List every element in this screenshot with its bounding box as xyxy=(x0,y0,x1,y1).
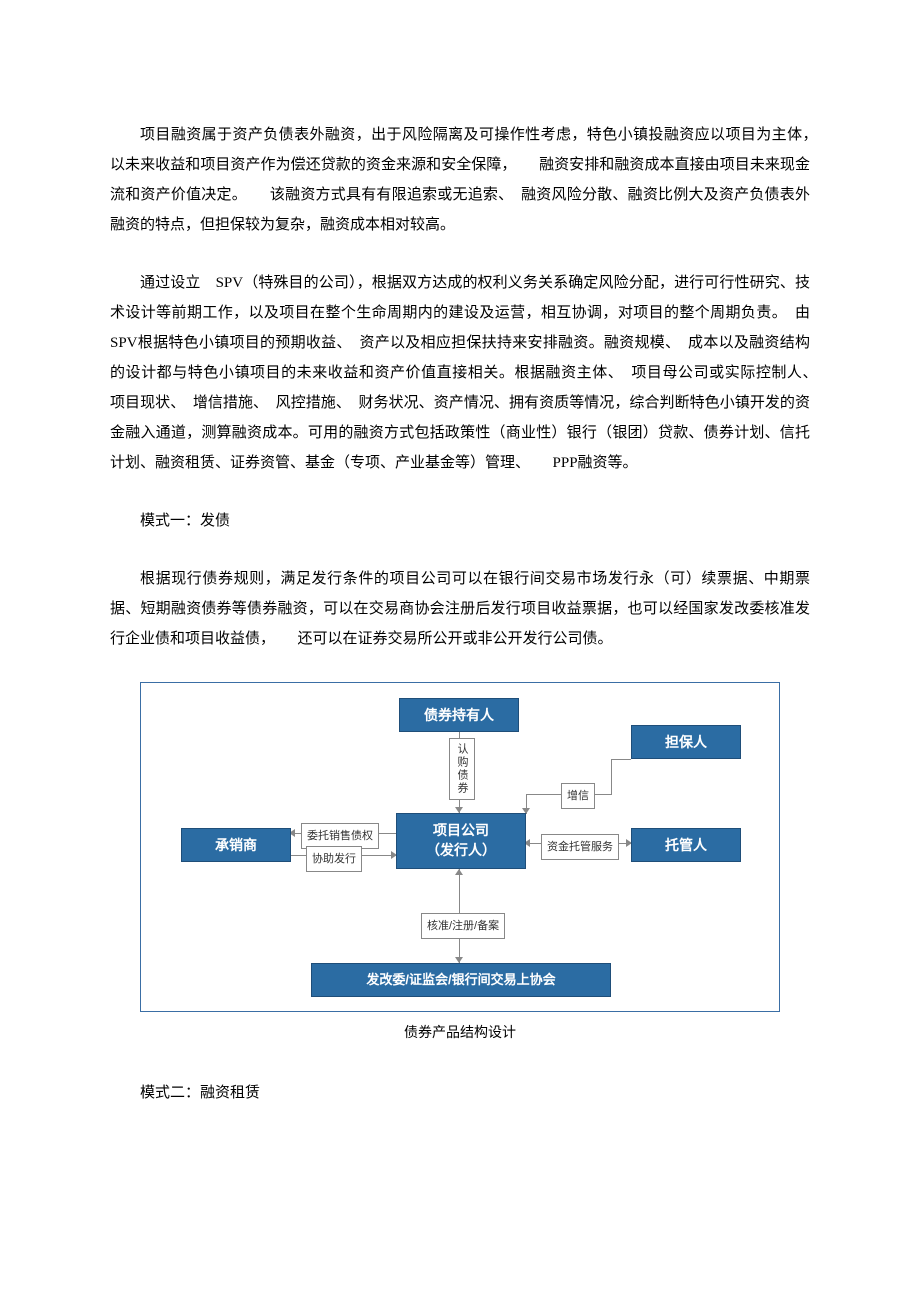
edge-guarantor-h1 xyxy=(611,759,631,760)
node-guarantor: 担保人 xyxy=(631,725,741,759)
arrow-up-icon xyxy=(455,869,463,875)
node-custodian: 托管人 xyxy=(631,828,741,862)
node-regulator: 发改委/证监会/银行间交易上协会 xyxy=(311,963,611,997)
mode-2-heading: 模式二：融资租赁 xyxy=(110,1078,810,1108)
node-bondholder: 债券持有人 xyxy=(399,698,519,732)
edge-guarantor-v xyxy=(611,759,612,794)
edge-label-approve: 核准/注册/备案 xyxy=(421,913,505,939)
bond-structure-diagram: 认购债券 增信 委托销售债权 协助发行 资金托管服务 核准/注册/备案 债券持有… xyxy=(140,682,780,1048)
paragraph-1: 项目融资属于资产负债表外融资，出于风险隔离及可操作性考虑，特色小镇投融资应以项目… xyxy=(110,120,810,240)
mode-1-heading: 模式一：发债 xyxy=(110,506,810,536)
paragraph-2: 通过设立 SPV（特殊目的公司），根据双方达成的权利义务关系确定风险分配，进行可… xyxy=(110,268,810,478)
diagram-caption: 债券产品结构设计 xyxy=(140,1020,780,1048)
diagram-canvas: 认购债券 增信 委托销售债权 协助发行 资金托管服务 核准/注册/备案 债券持有… xyxy=(140,682,780,1012)
node-underwriter: 承销商 xyxy=(181,828,291,862)
edge-label-credit: 增信 xyxy=(561,783,595,809)
paragraph-3: 根据现行债券规则，满足发行条件的项目公司可以在银行间交易市场发行永（可）续票据、… xyxy=(110,564,810,654)
edge-label-subscribe: 认购债券 xyxy=(449,738,475,800)
node-issuer: 项目公司 （发行人） xyxy=(396,813,526,869)
edge-label-assist: 协助发行 xyxy=(306,846,362,872)
edge-label-custody: 资金托管服务 xyxy=(541,834,619,860)
